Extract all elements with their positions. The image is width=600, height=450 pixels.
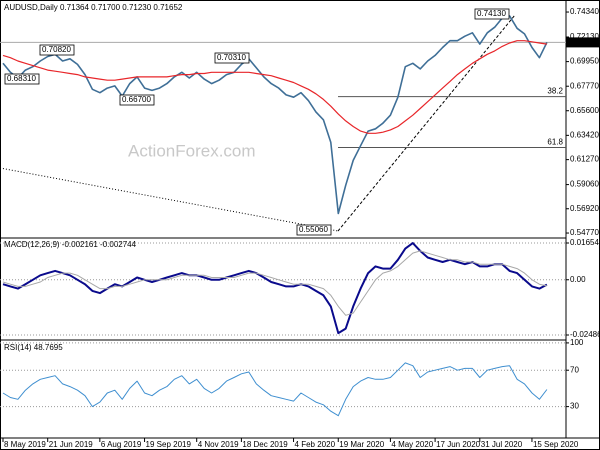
fib-label: 38.2 [547,87,563,96]
y-tick-label: 0.74340 [570,7,599,16]
x-tick-label: 6 Aug 2019 [101,440,142,449]
chart-title: AUDUSD,Daily 0.71364 0.71700 0.71230 0.7… [4,3,183,12]
series-line [2,250,548,316]
price-label-box [119,94,155,106]
x-tick-label: 8 May 2019 [4,440,46,449]
y-tick-label: 0.54770 [570,228,599,237]
rsi-title: RSI(14) 48.7695 [4,343,63,352]
y-tick-label: 0.56920 [570,204,599,213]
series-line [2,40,547,134]
trend-line [337,14,516,232]
y-tick-label: 0.63420 [570,130,599,139]
series-line [2,15,548,215]
y-tick-label: 0.61270 [570,155,599,164]
x-tick-label: 21 Jun 2019 [49,440,94,449]
y-tick-label: 70 [570,365,579,374]
x-tick-label: 4 Nov 2019 [198,440,239,449]
price-label-box [214,52,250,64]
current-price-label: 0.71652 [568,37,597,46]
y-tick-label: 100 [570,338,584,347]
x-tick-label: 19 Mar 2020 [339,440,384,449]
y-tick-label: 0.67770 [570,81,599,90]
watermark: ActionForex.com [128,141,256,160]
price-label-box [474,8,510,20]
current-price-box [566,37,600,48]
y-tick-label: 30 [570,402,579,411]
x-tick-label: 4 May 2020 [391,440,433,449]
y-tick-label: 0.65600 [570,106,599,115]
y-tick-label: 0.01654 [570,238,599,247]
macd-title: MACD(12,26,9) -0.002161 -0.002744 [4,240,137,249]
series-line [2,362,548,417]
price-label: 0.66700 [122,95,151,104]
price-label: 0.68310 [7,74,36,83]
x-tick-label: 31 Jul 2020 [481,440,523,449]
price-label-box [4,73,40,85]
price-label-box [39,44,75,56]
y-tick-label: 0.59060 [570,180,599,189]
x-tick-label: 18 Dec 2019 [242,440,288,449]
y-tick-label: 0.69950 [570,57,599,66]
price-label: 0.74130 [477,9,506,18]
x-tick-label: 4 Feb 2020 [295,440,336,449]
y-tick-label: 0.00 [570,275,586,284]
trend-line [0,167,339,232]
price-label: 0.70820 [42,45,71,54]
y-tick-label: -0.02486 [570,330,600,339]
x-tick-label: 19 Sep 2019 [146,440,192,449]
series-line [2,242,548,335]
y-tick-label: 0.72130 [570,32,599,41]
x-tick-label: 15 Sep 2020 [533,440,579,449]
fib-label: 61.8 [547,138,563,147]
x-tick-label: 17 Jun 2020 [436,440,481,449]
price-label: 0.55060 [299,225,328,234]
price-label: 0.70310 [217,53,246,62]
price-label-box [296,224,332,236]
